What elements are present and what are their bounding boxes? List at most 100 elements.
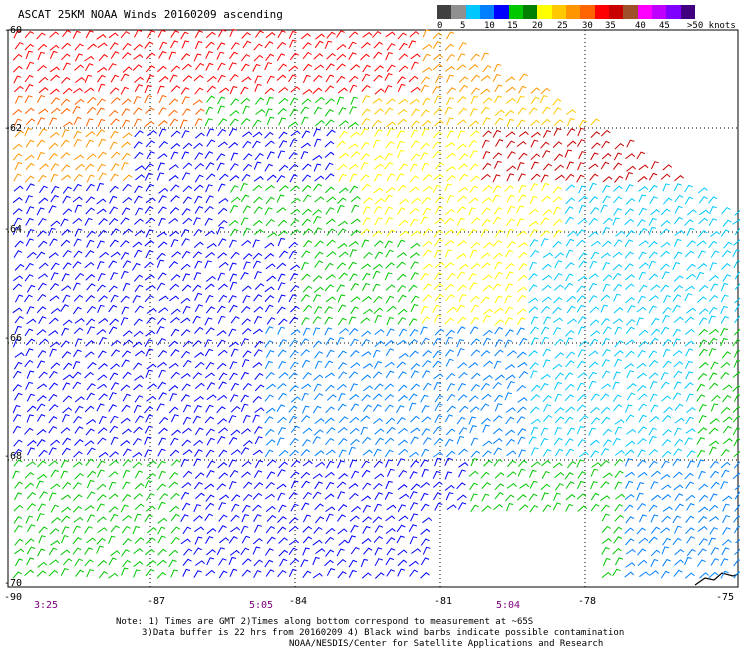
wind-barb <box>625 562 636 568</box>
wind-barb <box>288 294 297 303</box>
wind-barb <box>230 152 239 161</box>
wind-barb <box>205 536 214 544</box>
wind-barb <box>73 116 82 125</box>
wind-barb <box>120 270 129 279</box>
wind-barb <box>733 359 740 368</box>
wind-barb <box>86 537 97 544</box>
wind-barb <box>409 175 420 183</box>
wind-barb <box>374 129 383 137</box>
wind-barb <box>98 83 106 92</box>
note-line: 3)Data buffer is 22 hrs from 20160209 4)… <box>142 628 625 638</box>
wind-barb <box>181 108 191 116</box>
wind-barb <box>637 295 646 304</box>
wind-barb <box>62 62 71 71</box>
wind-barb <box>12 384 22 392</box>
wind-barb <box>708 348 717 357</box>
wind-barb <box>517 173 526 182</box>
wind-barb <box>13 524 23 533</box>
wind-barb <box>228 556 237 565</box>
wind-barb <box>289 185 300 192</box>
wind-barb <box>313 53 324 60</box>
wind-barb <box>589 196 599 204</box>
wind-barb <box>672 294 682 302</box>
wind-barb <box>60 459 69 468</box>
wind-barb <box>398 395 408 402</box>
wind-barb <box>252 119 262 128</box>
wind-barb <box>420 76 430 84</box>
wind-barb <box>169 472 179 480</box>
wind-barb <box>530 183 539 192</box>
wind-barb <box>36 429 47 436</box>
wind-barb <box>565 329 575 337</box>
wind-barb <box>229 110 240 117</box>
wind-barb <box>288 163 299 171</box>
wind-barb <box>74 317 85 324</box>
wind-barb <box>324 471 335 478</box>
wind-barb <box>195 62 205 71</box>
wind-barb <box>492 216 502 225</box>
wind-barb <box>157 85 165 94</box>
wind-barb <box>121 567 129 576</box>
wind-barb <box>600 406 611 414</box>
wind-barb <box>530 418 541 425</box>
wind-barb <box>686 307 697 314</box>
wind-barb <box>75 569 85 577</box>
wind-barb <box>624 263 634 271</box>
wind-barb <box>516 308 527 315</box>
wind-barb <box>374 572 385 579</box>
wind-barb <box>493 360 502 369</box>
wind-barb <box>674 194 684 203</box>
wind-barb <box>39 185 48 194</box>
wind-barb <box>506 350 517 357</box>
wind-barb <box>194 526 205 533</box>
wind-barb <box>602 176 613 183</box>
wind-barb <box>98 172 107 181</box>
wind-barb <box>672 515 681 524</box>
wind-barb <box>84 163 95 171</box>
wind-barb <box>446 306 457 314</box>
wind-barb <box>134 483 145 490</box>
wind-barb <box>638 414 647 423</box>
wind-barb <box>577 394 587 402</box>
wind-barb <box>553 296 563 304</box>
wind-barb <box>290 305 300 313</box>
wind-barb <box>385 459 393 468</box>
wind-barb <box>50 163 60 171</box>
wind-barb <box>422 207 432 216</box>
wind-barb <box>673 316 684 323</box>
wind-barb <box>566 161 574 170</box>
wind-barb <box>302 514 312 523</box>
wind-barb <box>518 371 528 379</box>
wind-barb <box>62 249 72 258</box>
wind-barb <box>480 350 491 357</box>
wind-barb <box>97 560 108 567</box>
wind-barb <box>182 449 193 456</box>
wind-barb <box>325 449 336 456</box>
wind-barb <box>253 570 262 579</box>
wind-barb <box>517 406 527 413</box>
legend-swatch <box>651 5 667 19</box>
wind-barb <box>410 242 421 249</box>
wind-barb <box>663 406 673 414</box>
wind-barb <box>482 314 491 323</box>
wind-barb <box>708 446 717 455</box>
wind-barb <box>626 165 637 172</box>
wind-barb <box>384 340 395 347</box>
wind-barb <box>97 163 106 172</box>
wind-barb <box>74 338 83 347</box>
wind-barb <box>636 372 647 379</box>
wind-barb <box>277 150 286 159</box>
wind-barb <box>122 459 132 467</box>
wind-barb <box>312 491 322 499</box>
wind-barb <box>471 217 481 225</box>
wind-barb <box>433 373 444 380</box>
wind-barb <box>195 560 205 566</box>
wind-barb <box>493 63 502 72</box>
wind-barb <box>37 117 46 126</box>
wind-barb <box>254 426 263 434</box>
wind-barb <box>349 416 360 424</box>
wind-barb <box>313 106 322 115</box>
wind-barb <box>384 107 394 115</box>
wind-barb <box>337 220 348 227</box>
